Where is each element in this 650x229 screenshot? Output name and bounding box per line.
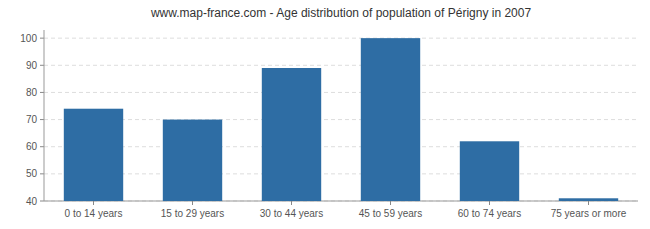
grid-line [44, 119, 638, 120]
bar [64, 109, 123, 201]
grid-group [44, 38, 638, 201]
x-tick [588, 201, 589, 205]
y-tick-label: 80 [26, 87, 38, 98]
bars-group [64, 38, 618, 201]
chart-container: www.map-france.com - Age distribution of… [0, 0, 650, 229]
x-tick-label: 45 to 59 years [359, 208, 422, 219]
y-tick [40, 201, 44, 202]
bar [559, 198, 618, 201]
grid-line [44, 173, 638, 174]
x-tick-label: 15 to 29 years [161, 208, 224, 219]
y-tick-label: 40 [26, 196, 38, 207]
y-tick [40, 173, 44, 174]
y-tick-label: 60 [26, 141, 38, 152]
grid-line [44, 201, 638, 202]
x-tick-label: 0 to 14 years [65, 208, 123, 219]
grid-line [44, 65, 638, 66]
bar [361, 38, 420, 201]
chart-title: www.map-france.com - Age distribution of… [150, 6, 532, 20]
chart-svg: www.map-france.com - Age distribution of… [0, 0, 650, 229]
y-tick-label: 100 [20, 33, 37, 44]
x-tick-label: 30 to 44 years [260, 208, 323, 219]
bar [163, 120, 222, 201]
x-tick [192, 201, 193, 205]
x-tick-label: 75 years or more [551, 208, 627, 219]
y-tick-label: 50 [26, 168, 38, 179]
y-tick-label: 70 [26, 114, 38, 125]
y-tick [40, 119, 44, 120]
bar [262, 68, 321, 201]
bar [460, 141, 519, 201]
y-tick-label: 90 [26, 60, 38, 71]
x-tick [93, 201, 94, 205]
grid-line [44, 146, 638, 147]
x-tick [489, 201, 490, 205]
y-tick [40, 38, 44, 39]
x-tick [390, 201, 391, 205]
grid-line [44, 38, 638, 39]
y-tick [40, 92, 44, 93]
x-tick-label: 60 to 74 years [458, 208, 521, 219]
y-tick [40, 65, 44, 66]
x-tick [291, 201, 292, 205]
x-axis-line [44, 201, 638, 202]
grid-line [44, 92, 638, 93]
y-axis-line [44, 30, 45, 201]
y-tick [40, 146, 44, 147]
